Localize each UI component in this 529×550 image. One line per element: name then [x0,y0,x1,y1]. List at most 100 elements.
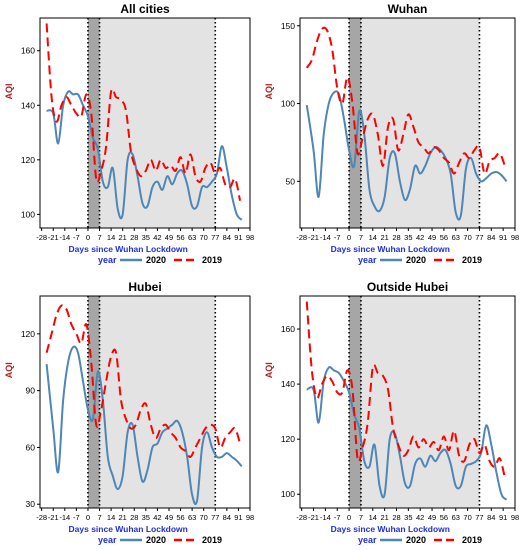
early-lockdown-shade [87,296,100,508]
x-tick-label: 70 [200,233,208,242]
x-tick-label: -28 [36,233,47,242]
x-tick-label: 49 [428,233,436,242]
legend-title: year [98,535,117,545]
x-tick-label: 14 [107,233,115,242]
x-tick-label: 63 [188,233,196,242]
x-tick-label: -14 [320,233,331,242]
x-axis-label: Days since Wuhan Lockdown [69,244,188,254]
x-tick-label: 42 [153,233,161,242]
x-tick-label: 98 [511,513,519,522]
x-tick-label: 28 [392,513,400,522]
x-tick-label: 7 [97,233,101,242]
x-tick-label: 28 [392,233,400,242]
x-tick-label: 56 [440,513,448,522]
early-lockdown-shade [349,296,361,508]
legend-label-2019: 2019 [202,535,222,545]
legend: year 2020 2019 [98,535,222,545]
y-tick-label: 50 [286,176,296,186]
y-axis-label: AQI [264,83,274,99]
series-line-2019 [45,23,242,201]
legend-label-2020: 2020 [406,535,426,545]
y-axis-label: AQI [264,362,274,378]
series-line-2020 [45,345,243,506]
series-line-2020 [46,90,243,221]
early-lockdown-shade [87,18,100,228]
x-tick-label: -28 [36,513,47,522]
x-tick-label: 77 [211,513,219,522]
x-tick-label: 63 [452,513,460,522]
x-tick-label: 42 [416,513,424,522]
x-tick-label: -7 [73,513,80,522]
y-tick-label: 160 [21,46,35,56]
panel-title: Wuhan [388,2,428,16]
legend-label-2020: 2020 [406,255,426,265]
lockdown-shade [87,296,216,508]
x-tick-label: 91 [499,513,507,522]
x-tick-label: 84 [487,233,495,242]
legend-title: year [358,255,377,265]
y-tick-label: 140 [21,100,35,110]
lockdown-shade [349,18,480,228]
x-tick-label: -14 [59,233,70,242]
lockdown-shade [87,18,216,228]
plot-frame [299,17,516,229]
series-line-2019 [45,304,242,458]
x-tick-label: 70 [200,513,208,522]
x-tick-label: 98 [246,233,254,242]
plot-frame [39,17,251,229]
plot-frame [299,295,516,509]
y-tick-label: 150 [281,21,295,31]
x-tick-label: -7 [73,233,80,242]
legend: year 2020 2019 [358,255,482,265]
x-tick-label: 35 [142,513,150,522]
x-tick-label: 49 [165,233,173,242]
x-tick-label: 77 [475,513,483,522]
x-tick-label: 7 [97,513,101,522]
legend: year 2020 2019 [358,535,482,545]
legend-label-2019: 2019 [462,255,482,265]
x-tick-label: 0 [86,513,90,522]
legend-label-2019: 2019 [202,255,222,265]
legend-label-2020: 2020 [146,535,166,545]
x-tick-label: 77 [211,233,219,242]
x-tick-label: 14 [369,233,377,242]
y-tick-label: 120 [21,329,35,339]
x-tick-label: 14 [369,513,377,522]
x-tick-label: -28 [296,513,307,522]
series-line-2019 [305,26,506,175]
y-tick-label: 120 [21,155,35,165]
plot-frame [39,295,251,509]
y-tick-label: 30 [26,499,36,509]
y-tick-label: 90 [26,386,36,396]
x-tick-label: 70 [463,233,471,242]
x-tick-label: 77 [475,233,483,242]
y-axis-label: AQI [4,83,14,99]
x-tick-label: 49 [165,513,173,522]
x-tick-label: -21 [48,233,59,242]
panel-title: Hubei [128,280,161,294]
x-tick-label: -7 [334,233,341,242]
x-tick-label: -21 [308,513,319,522]
x-tick-label: 63 [188,513,196,522]
y-tick-label: 120 [281,434,295,444]
series-line-2020 [305,90,508,221]
x-tick-label: 0 [347,233,351,242]
x-tick-label: 91 [499,233,507,242]
y-tick-label: 100 [21,209,35,219]
x-axis-label: Days since Wuhan Lockdown [69,524,188,534]
plot-area: 100 120 140 160 -28 -21 -14 -7 0 7 14 21 28 35 42 49 56 6… [21,17,254,242]
x-tick-label: 98 [246,513,254,522]
panel-hubei: Hubei 30 60 90 120 -28 -21 -14 -7 0 7 14 21 28 35 42 49… [4,280,254,545]
x-tick-label: 42 [416,233,424,242]
x-tick-label: 91 [234,233,242,242]
x-tick-label: -21 [48,513,59,522]
x-tick-label: -28 [296,233,307,242]
legend-label-2019: 2019 [462,535,482,545]
x-tick-label: 28 [130,233,138,242]
x-tick-label: 84 [223,233,231,242]
x-axis-label: Days since Wuhan Lockdown [331,244,450,254]
legend-title: year [98,255,117,265]
x-tick-label: 21 [380,233,388,242]
